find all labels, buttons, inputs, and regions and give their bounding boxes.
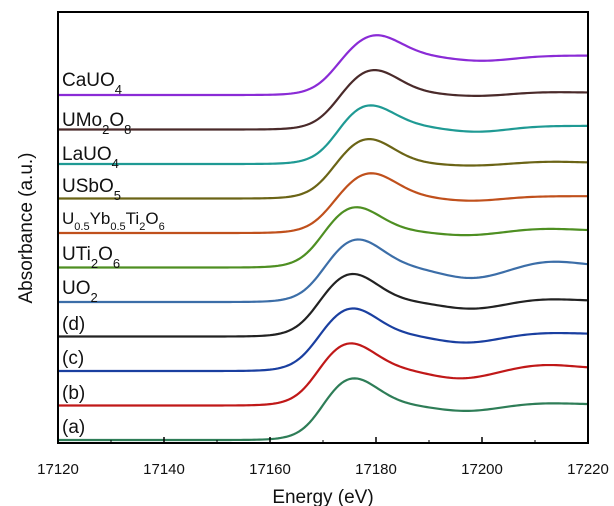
series-line-7 [58, 138, 589, 200]
label-c: (c) [62, 348, 84, 369]
x-tick-label-5: 17220 [567, 461, 609, 478]
series-line-10 [58, 34, 589, 97]
x-ticks: 17120 17140 17160 17180 17200 17220 [37, 437, 609, 478]
y-axis-title: Absorbance (a.u.) [16, 152, 37, 303]
series-line-2 [58, 307, 589, 373]
label-b: (b) [62, 383, 85, 404]
x-tick-label-2: 17160 [249, 461, 291, 478]
series-line-5 [58, 206, 589, 269]
label-umo2o8: UMo2O8 [62, 110, 131, 137]
series-line-4 [58, 238, 589, 304]
x-tick-label-3: 17180 [355, 461, 397, 478]
label-caUO4: CaUO4 [62, 70, 122, 97]
series-line-0 [58, 377, 589, 442]
label-uo2: UO2 [62, 278, 98, 305]
label-a: (a) [62, 417, 85, 438]
series-curves [58, 34, 589, 442]
x-axis-title: Energy (eV) [272, 487, 373, 506]
label-d: (d) [62, 314, 85, 335]
series-line-1 [58, 342, 589, 407]
label-u05yb05ti2o6: U0.5Yb0.5Ti2O6 [62, 209, 165, 233]
series-line-8 [58, 104, 588, 166]
series-line-3 [58, 272, 589, 338]
x-tick-label-1: 17140 [143, 461, 185, 478]
x-tick-label-0: 17120 [37, 461, 79, 478]
x-tick-label-4: 17200 [461, 461, 503, 478]
label-lauo4: LaUO4 [62, 144, 119, 171]
series-line-9 [58, 68, 589, 131]
series-line-6 [58, 172, 589, 235]
